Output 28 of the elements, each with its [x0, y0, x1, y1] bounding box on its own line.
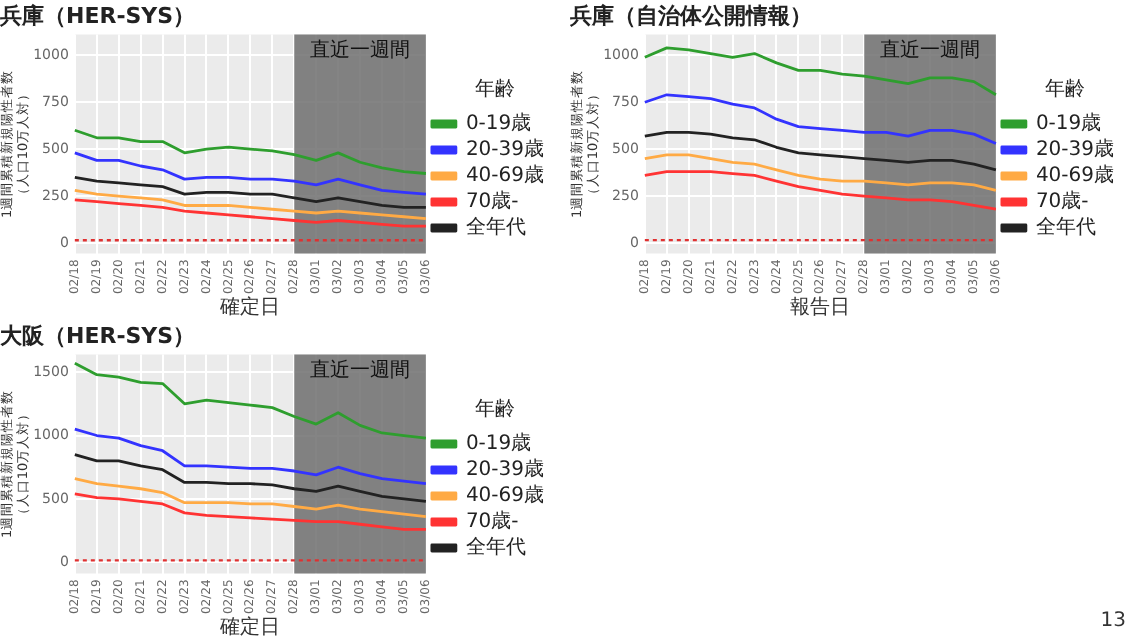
legend-label: 全年代 — [465, 215, 526, 240]
legend-label: 70歳- — [465, 509, 520, 534]
legend-label: 20-39歳 — [1035, 137, 1115, 162]
legend-label: 20-39歳 — [465, 137, 545, 162]
chart-title: 兵庫（HER-SYS） — [0, 2, 196, 29]
legend-label: 70歳- — [1035, 189, 1090, 214]
legend-label: 全年代 — [465, 535, 526, 560]
chart-title: 兵庫（自治体公開情報） — [568, 2, 812, 29]
legend-label: 0-19歳 — [1035, 111, 1102, 136]
legend-label: 全年代 — [1035, 215, 1096, 240]
x-axis-title: 報告日 — [790, 295, 851, 320]
x-axis-title: 確定日 — [218, 615, 281, 640]
band-label: 直近一週間 — [310, 357, 411, 382]
legend-title: 年齢 — [474, 77, 515, 102]
legend-label: 20-39歳 — [465, 457, 545, 482]
x-axis-title: 確定日 — [218, 295, 281, 320]
legend-title: 年齢 — [474, 397, 515, 422]
legend-label: 0-19歳 — [465, 431, 532, 456]
legend-label: 70歳- — [465, 189, 520, 214]
band-label: 直近一週間 — [880, 37, 981, 62]
legend-title: 年齢 — [1044, 77, 1085, 102]
legend-label: 0-19歳 — [465, 111, 532, 136]
text: 13 — [1100, 610, 1126, 632]
legend-label: 40-69歳 — [465, 483, 545, 508]
chart-title: 大阪（HER-SYS） — [0, 322, 196, 349]
legend-label: 40-69歳 — [1035, 163, 1115, 188]
band-label: 直近一週間 — [310, 37, 411, 62]
legend-label: 40-69歳 — [465, 163, 545, 188]
